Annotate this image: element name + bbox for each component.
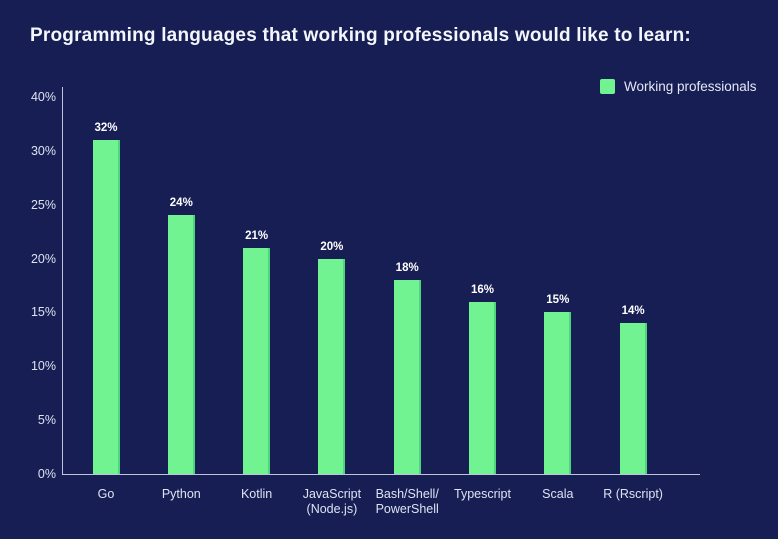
bar-value-label: 15% — [546, 294, 570, 307]
y-tick-label: 20% — [30, 251, 56, 266]
bar-scala — [544, 312, 572, 474]
bar-kotlin — [243, 247, 271, 474]
x-axis-category-label: Typescript — [454, 487, 511, 501]
bar-value-label: 18% — [395, 262, 419, 275]
bar-python — [167, 215, 195, 474]
bar-value-label: 20% — [320, 240, 344, 253]
x-axis-category-label: Bash/Shell/ PowerShell — [375, 487, 439, 516]
y-tick-label: 0% — [37, 467, 56, 481]
y-tick-label: 5% — [37, 413, 56, 428]
x-axis-category-label: JavaScript (Node.js) — [302, 487, 362, 516]
x-axis-line — [62, 474, 700, 475]
y-tick-label: 25% — [30, 197, 56, 212]
y-tick-label: 40% — [30, 90, 56, 104]
bar-bash-shell- — [393, 280, 421, 474]
x-axis-category-label: Go — [97, 487, 115, 501]
y-tick-label: 30% — [30, 143, 56, 158]
x-axis-category-label: R (Rscript) — [603, 487, 663, 501]
x-axis-category-label: Scala — [542, 487, 574, 501]
bar-value-label: 16% — [470, 283, 495, 296]
bar-javascript — [318, 258, 346, 474]
bar-typescript — [469, 301, 496, 474]
bar-value-label: 32% — [94, 122, 118, 135]
bar-go — [92, 140, 120, 474]
bar-r-rscript- — [619, 323, 647, 474]
y-axis-line — [62, 87, 63, 475]
chart-title: Programming languages that working profe… — [30, 25, 691, 46]
legend: Working professionals — [600, 79, 757, 94]
y-tick-label: 15% — [30, 305, 56, 320]
x-axis-category-label: Kotlin — [240, 487, 273, 501]
bar-value-label: 14% — [621, 305, 645, 318]
bar-value-label: 24% — [169, 197, 193, 210]
y-tick-label: 10% — [30, 359, 56, 374]
bar-value-label: 21% — [245, 229, 269, 242]
x-axis-category-label: Python — [161, 487, 201, 501]
legend-swatch-icon — [600, 79, 615, 94]
legend-label: Working professionals — [624, 79, 757, 94]
